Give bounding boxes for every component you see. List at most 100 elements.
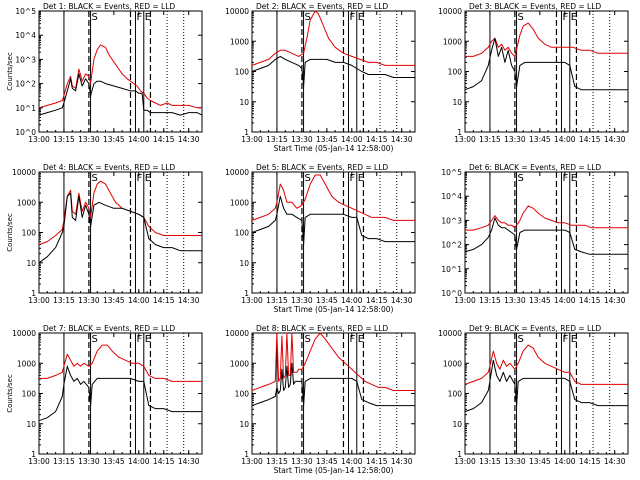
x-tick-label: 14:15 — [579, 296, 601, 305]
panel-title: Det 9: BLACK = Events, RED = LLD — [469, 324, 601, 333]
x-tick-label: 13:45 — [529, 296, 551, 305]
detector-panel-2: 13:00 13:15 13:30 13:45 14:00 14:15 14:30 1 10 10… — [225, 2, 416, 153]
y-tick-label: 10^0 — [441, 289, 462, 298]
x-tick-label: 13:00 — [28, 135, 50, 144]
x-tick-label: 13:00 — [241, 457, 263, 466]
event-marker-e: E — [358, 334, 364, 345]
y-tick-label: 100 — [448, 68, 463, 77]
y-tick-label: 1000 — [17, 359, 36, 368]
event-marker-f: F — [136, 173, 142, 184]
y-tick-label: 100 — [235, 229, 250, 238]
y-axis-label: Counts/sec — [6, 213, 14, 252]
x-tick-label: 14:00 — [554, 135, 576, 144]
event-marker-s: S — [92, 12, 98, 23]
event-marker-s: S — [305, 173, 311, 184]
y-tick-label: 10000 — [12, 329, 36, 338]
x-tick-label: 14:30 — [391, 457, 413, 466]
y-tick-label: 10 — [239, 420, 249, 429]
x-tick-label: 13:30 — [291, 296, 313, 305]
series-red-line — [251, 332, 415, 391]
x-tick-label: 14:30 — [604, 296, 626, 305]
y-tick-label: 1 — [244, 128, 249, 137]
x-tick-label: 14:15 — [153, 457, 175, 466]
panel-title: Det 7: BLACK = Events, RED = LLD — [43, 324, 175, 333]
series-black-line — [38, 192, 202, 264]
y-tick-label: 10^1 — [441, 265, 462, 274]
y-tick-label: 10000 — [438, 7, 462, 16]
x-tick-label: 13:15 — [266, 135, 288, 144]
plot-frame — [464, 171, 629, 294]
event-marker-e: E — [358, 12, 364, 23]
y-tick-label: 100 — [22, 229, 37, 238]
x-tick-label: 13:15 — [53, 296, 75, 305]
y-tick-label: 1000 — [17, 198, 36, 207]
y-tick-label: 10 — [26, 259, 36, 268]
x-tick-label: 13:45 — [103, 135, 125, 144]
x-tick-label: 13:00 — [454, 457, 476, 466]
y-tick-label: 10000 — [225, 168, 249, 177]
x-tick-label: 14:15 — [579, 135, 601, 144]
event-marker-e: E — [145, 334, 151, 345]
series-black-line — [464, 37, 628, 91]
detector-panel-8: 13:00 13:15 13:30 13:45 14:00 14:15 14:30 1 10 10… — [225, 324, 416, 475]
panel-title: Det 3: BLACK = Events, RED = LLD — [469, 2, 601, 11]
event-marker-f: F — [349, 173, 355, 184]
detector-panel-3: 13:00 13:15 13:30 13:45 14:00 14:15 14:30 1 10 10… — [438, 2, 629, 144]
x-tick-label: 13:15 — [53, 457, 75, 466]
event-marker-s: S — [518, 173, 524, 184]
event-marker-e: E — [358, 173, 364, 184]
detector-panel-9: 13:00 13:15 13:30 13:45 14:00 14:15 14:30 1 10 10… — [438, 324, 629, 466]
series-red-line — [465, 22, 628, 57]
x-tick-label: 14:30 — [178, 457, 200, 466]
x-axis-label: Start Time (05-Jan-14 12:58:00) — [274, 466, 394, 475]
x-tick-label: 14:00 — [341, 296, 363, 305]
y-tick-label: 10^2 — [15, 80, 36, 89]
y-tick-label: 1000 — [230, 37, 249, 46]
x-tick-label: 13:15 — [479, 296, 501, 305]
x-tick-label: 13:45 — [103, 457, 125, 466]
event-marker-s: S — [92, 334, 98, 345]
y-tick-label: 1000 — [230, 198, 249, 207]
y-tick-label: 1000 — [230, 359, 249, 368]
x-tick-label: 13:30 — [504, 135, 526, 144]
x-tick-label: 14:15 — [366, 135, 388, 144]
x-tick-label: 13:15 — [266, 457, 288, 466]
y-tick-label: 10 — [452, 420, 462, 429]
x-tick-label: 14:00 — [128, 135, 150, 144]
x-tick-label: 14:30 — [604, 135, 626, 144]
x-tick-label: 13:30 — [504, 457, 526, 466]
x-tick-label: 13:00 — [454, 296, 476, 305]
x-tick-label: 13:15 — [53, 135, 75, 144]
panel-title: Det 2: BLACK = Events, RED = LLD — [256, 2, 388, 11]
series-black-line — [464, 359, 628, 413]
series-black-line — [251, 362, 415, 407]
x-tick-label: 13:00 — [454, 135, 476, 144]
x-tick-label: 14:30 — [178, 296, 200, 305]
y-tick-label: 10^2 — [441, 241, 462, 250]
plot-frame — [38, 10, 203, 133]
series-red-line — [39, 344, 202, 382]
y-tick-label: 1 — [457, 128, 462, 137]
y-tick-label: 10^1 — [15, 104, 36, 113]
y-tick-label: 100 — [235, 390, 250, 399]
detector-panel-7: 13:00 13:15 13:30 13:45 14:00 14:15 14:30 1 10 10… — [6, 324, 203, 466]
y-axis-label: Counts/sec — [6, 52, 14, 91]
panel-title: Det 1: BLACK = Events, RED = LLD — [43, 2, 175, 11]
x-axis-label: Start Time (05-Jan-14 12:58:00) — [274, 144, 394, 153]
x-axis-label: Start Time (05-Jan-14 12:58:00) — [274, 305, 394, 314]
series-black-line — [251, 195, 415, 246]
x-tick-label: 13:45 — [316, 135, 338, 144]
event-marker-e: E — [571, 334, 577, 345]
series-red-line — [464, 344, 628, 385]
y-tick-label: 1 — [244, 450, 249, 459]
series-black-line — [464, 217, 628, 255]
x-tick-label: 13:45 — [103, 296, 125, 305]
series-black-line — [38, 73, 203, 116]
y-tick-label: 10^4 — [15, 31, 36, 40]
event-marker-s: S — [518, 12, 524, 23]
x-tick-label: 14:15 — [153, 135, 175, 144]
event-marker-e: E — [571, 12, 577, 23]
x-tick-label: 14:00 — [341, 457, 363, 466]
x-tick-label: 14:30 — [391, 135, 413, 144]
x-tick-label: 13:15 — [266, 296, 288, 305]
